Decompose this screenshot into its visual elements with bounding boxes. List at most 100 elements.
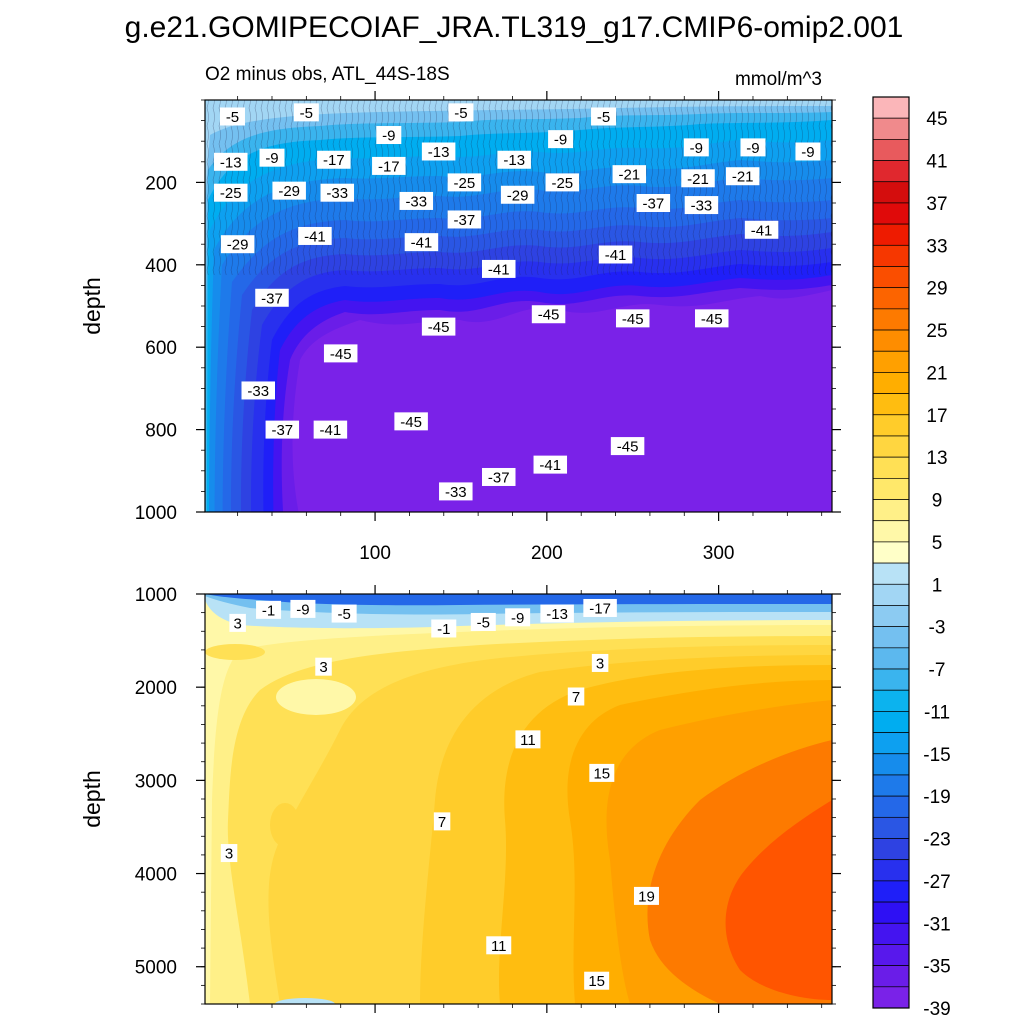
contour-label: -33: [320, 183, 355, 202]
contour-label-box: [540, 604, 574, 623]
colorbar-swatch: [872, 414, 910, 437]
upper-ytick-label: 600: [145, 338, 177, 359]
contour-label-text: -45: [617, 439, 639, 456]
lower-ytick-label: 2000: [135, 678, 177, 699]
contour-label: -9: [740, 138, 766, 157]
colorbar-swatch: [872, 223, 910, 246]
contour-label: -45: [323, 344, 358, 363]
contour-label-box: [486, 936, 512, 955]
contour-label-box: [633, 886, 659, 905]
contour-label-text: -41: [751, 222, 773, 239]
contour-label-text: -13: [428, 144, 450, 161]
contour-label-text: 7: [438, 814, 446, 831]
contour-label-box: [636, 194, 671, 212]
contour-label-text: -45: [538, 307, 560, 324]
contour-label-box: [567, 687, 585, 706]
colorbar-swatch: [872, 774, 910, 797]
contour-label: -5: [219, 107, 245, 126]
figure-title: g.e21.GOMIPECOIAF_JRA.TL319_g17.CMIP6-om…: [125, 11, 904, 44]
colorbar-label: -7: [929, 660, 946, 681]
colorbar-swatch: [872, 986, 910, 1009]
contour-label-box: [404, 233, 439, 252]
contour-label-text: -37: [643, 196, 665, 213]
contour-label-box: [447, 173, 482, 192]
contour-label-box: [431, 619, 457, 638]
contour-label-text: 11: [520, 732, 536, 749]
colorbar-swatch: [872, 520, 910, 543]
contour-label-box: [500, 185, 535, 204]
contour-label-box: [725, 167, 760, 186]
colorbar-swatch: [872, 541, 910, 564]
contour-label-text: 3: [596, 655, 604, 672]
contour-label-text: 19: [638, 888, 655, 905]
contour-label-text: -21: [732, 169, 754, 186]
contour-label: -9: [548, 130, 574, 149]
contour-label-box: [256, 600, 282, 619]
contour-label-text: -33: [691, 198, 713, 215]
contour-label-box: [795, 142, 821, 161]
contour-label-box: [220, 235, 255, 254]
contour-label: -13: [497, 150, 531, 169]
contour-label: 7: [433, 812, 451, 831]
colorbar-swatch: [872, 753, 910, 776]
contour-label-box: [744, 220, 779, 239]
lower-ytick-label: 3000: [135, 771, 177, 792]
contour-label-text: -21: [618, 167, 640, 184]
contour-label-text: -9: [746, 140, 759, 157]
contour-label: -21: [612, 165, 647, 184]
colorbar-swatch: [872, 838, 910, 861]
contour-label-text: -25: [551, 175, 573, 192]
contour-label-text: -41: [539, 457, 561, 474]
lower-contour-field: [205, 594, 832, 1004]
colorbar-label: 1: [932, 575, 943, 596]
contour-label-box: [447, 210, 482, 229]
contour-label-box: [214, 183, 248, 202]
contour-label: -25: [447, 173, 482, 192]
contour-label-text: -25: [454, 175, 476, 192]
contour-label-box: [320, 183, 355, 202]
contour-label-box: [219, 107, 245, 126]
colorbar-swatch: [872, 732, 910, 755]
upper-panel: O2 minus obs, ATL_44S-18S mmol/m^3 200 40…: [79, 64, 841, 564]
colorbar-swatch: [872, 435, 910, 458]
contour-label-box: [515, 730, 541, 749]
colorbar-swatch: [872, 922, 910, 945]
contour-label-text: -5: [337, 606, 350, 623]
upper-ylabel: depth: [79, 277, 105, 335]
colorbar-swatch: [872, 96, 910, 119]
contour-label-text: -9: [690, 140, 703, 157]
contour-label-box: [681, 169, 715, 188]
contour-label-box: [531, 305, 566, 324]
colorbar-swatch: [872, 605, 910, 628]
contour-label-text: -1: [437, 621, 450, 638]
colorbar-label: 33: [926, 236, 947, 257]
contour-label-text: -33: [247, 383, 269, 400]
contour-label: -29: [220, 235, 255, 254]
lower-panel: 1000 2000 3000 4000 5000 depth -1 -9 -5 -1 -5 -9 -…: [79, 585, 841, 1013]
contour-label: -17: [583, 598, 617, 617]
contour-label: -41: [533, 455, 568, 474]
colorbar: 45 41 37 33 29 25 21 17 13 9 5 1 -3 -7 -11 -15 -19 -23 -27…: [872, 96, 951, 1020]
contour-label: -37: [255, 288, 289, 307]
colorbar-swatch: [872, 244, 910, 267]
contour-label: 15: [584, 971, 610, 990]
contour-label-box: [545, 173, 580, 192]
colorbar-swatch: [872, 668, 910, 691]
upper-ytick-label: 800: [145, 421, 177, 442]
lower-bottom-blob: [275, 998, 335, 1004]
contour-label: 7: [567, 687, 585, 706]
contour-label-text: -29: [507, 187, 529, 204]
contour-label-box: [591, 653, 609, 672]
contour-label-box: [433, 812, 451, 831]
contour-label-box: [265, 420, 300, 439]
lband-5: [205, 594, 832, 1004]
colorbar-label: -15: [923, 745, 950, 766]
contour-label-text: -41: [411, 235, 433, 252]
colorbar-swatch: [872, 477, 910, 500]
upper-ytick-label: 400: [145, 256, 177, 277]
contour-label: -37: [481, 467, 516, 486]
colorbar-swatch: [872, 626, 910, 649]
contour-label-text: 11: [491, 938, 507, 955]
contour-label-text: -33: [445, 484, 467, 501]
